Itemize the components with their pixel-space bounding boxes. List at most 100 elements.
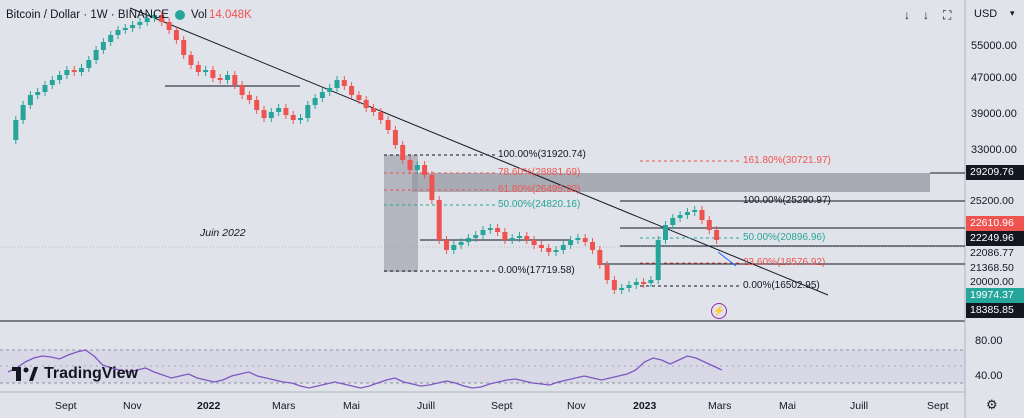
candle-body (86, 60, 92, 68)
time-axis-label: Mai (343, 400, 360, 412)
candle-body (538, 245, 544, 248)
candle-body (319, 92, 325, 98)
candle-body (670, 218, 676, 225)
candle-body (35, 92, 41, 95)
candle-body (641, 282, 647, 284)
settings-icon[interactable]: ⚙ (986, 397, 998, 412)
candle-body (480, 230, 486, 235)
candle-body (217, 78, 223, 80)
candle-body (597, 250, 603, 265)
candle-body (49, 80, 55, 85)
candle-body (692, 210, 698, 212)
price-tag-29209: 29209.76 (966, 165, 1024, 180)
price-tag-18385: 18385.85 (966, 303, 1024, 318)
fib-label[interactable]: 50.00%(20896.96) (743, 232, 826, 243)
price-axis-label: 33000.00 (971, 144, 1017, 156)
candle-body (327, 88, 333, 92)
candle-body (590, 242, 595, 250)
down-arrow-icon[interactable]: ↓ (923, 8, 929, 22)
time-axis-label: Juill (850, 400, 869, 412)
candle-body (560, 245, 566, 250)
time-axis-label: 2023 (633, 400, 657, 412)
candle-body (181, 40, 187, 55)
candle-body (312, 98, 318, 105)
price-tag-19974: 19974.37 (966, 288, 1024, 303)
candle-body (502, 232, 508, 240)
candle-body (137, 22, 143, 25)
time-axis-label: 2022 (197, 400, 221, 412)
candle-body (458, 242, 464, 245)
candle-body (378, 112, 384, 120)
candle-body (349, 86, 355, 95)
candle-body (334, 80, 340, 88)
fullscreen-icon[interactable]: ⛶ (943, 8, 952, 22)
candle-body (20, 105, 26, 120)
time-axis-label: Mars (272, 400, 296, 412)
price-tag-22086: 22086.77 (966, 246, 1024, 261)
candle-body (553, 250, 559, 252)
price-axis-label: 39000.00 (971, 108, 1017, 120)
fib-label[interactable]: 61.80%(26495.90) (498, 184, 581, 195)
price-axis-label: 47000.00 (971, 72, 1017, 84)
chevron-down-icon[interactable]: ▾ (1010, 8, 1015, 18)
candle-body (444, 240, 449, 250)
candle-body (677, 215, 683, 218)
candle-body (261, 110, 267, 118)
candle-body (568, 240, 574, 245)
price-tag-21368: 21368.50 (966, 261, 1024, 276)
candle-body (188, 55, 194, 65)
price-axis-label: 55000.00 (971, 40, 1017, 52)
candle-body (203, 70, 209, 72)
annotation-text[interactable]: Juin 2022 (200, 227, 246, 239)
time-axis-label: Sept (927, 400, 949, 412)
candle-body (626, 285, 632, 288)
fib-label[interactable]: 23.60%(18576.92) (743, 257, 826, 268)
candle-body (93, 50, 99, 60)
projection-arrow (717, 251, 737, 267)
lightning-icon[interactable]: ⚡ (711, 303, 727, 319)
symbol-header: Bitcoin / Dollar · 1W · BINANCE Vol 14.04… (6, 6, 252, 24)
candle-body (473, 235, 479, 238)
price-tag-20000: 20000.00 (966, 275, 1024, 290)
candle-body (232, 75, 238, 85)
candle-body (298, 118, 303, 120)
fib-label[interactable]: 0.00%(16502.95) (743, 280, 820, 291)
symbol-title[interactable]: Bitcoin / Dollar · 1W · BINANCE (6, 9, 169, 21)
currency-label[interactable]: USD (974, 8, 998, 20)
candle-body (619, 288, 625, 290)
candle-body (400, 145, 406, 160)
candle-body (451, 245, 457, 250)
trend-line (129, 7, 829, 296)
candle-body (604, 265, 610, 280)
candle-body (582, 238, 588, 242)
candle-body (152, 15, 157, 18)
candle-body (276, 108, 282, 112)
candle-body (246, 95, 252, 100)
fib-label[interactable]: 100.00%(31920.74) (498, 149, 586, 160)
candle-body (57, 75, 63, 80)
candle-body (414, 165, 420, 170)
vol-label: Vol (190, 9, 207, 21)
candle-body (684, 212, 690, 215)
candle-body (64, 70, 70, 75)
fib-label[interactable]: 78.60%(28881.69) (498, 167, 581, 178)
candle-body (436, 200, 442, 240)
candle-body (371, 108, 376, 112)
fib-label[interactable]: 100.00%(25290.97) (743, 195, 831, 206)
candle-body (115, 30, 121, 35)
candle-body (407, 160, 413, 170)
fib-label[interactable]: 50.00%(24820.16) (498, 199, 581, 210)
time-axis-label: Juill (417, 400, 436, 412)
candle-body (363, 100, 369, 108)
candle-body (130, 25, 136, 28)
down-arrow-icon[interactable]: ↓ (904, 8, 910, 22)
candle-body (166, 22, 172, 30)
fib-label[interactable]: 0.00%(17719.58) (498, 265, 575, 276)
fib-label[interactable]: 161.80%(30721.97) (743, 155, 831, 166)
candle-body (173, 30, 179, 40)
candle-body (305, 105, 311, 118)
candle-body (633, 282, 639, 285)
candle-body (422, 165, 428, 175)
